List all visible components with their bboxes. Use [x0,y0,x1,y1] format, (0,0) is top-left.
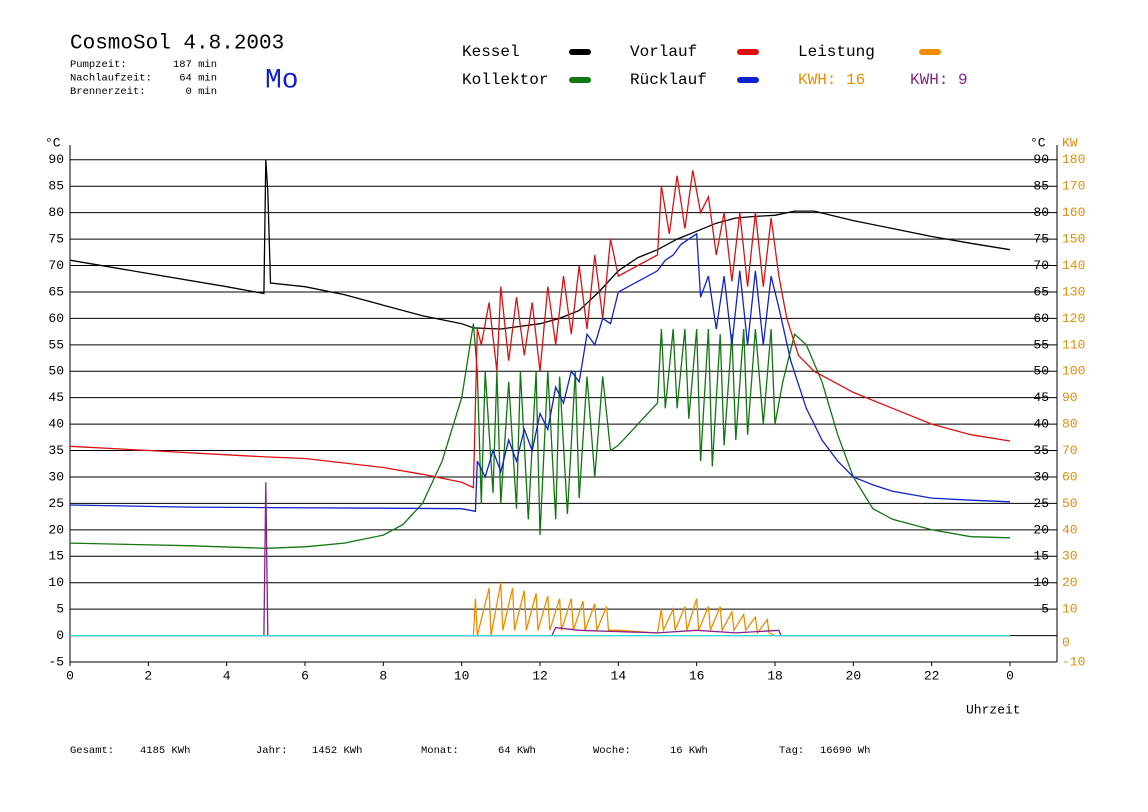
y2-tick-label: 140 [1062,258,1085,273]
series-line [70,582,1010,637]
series-line [69,170,1011,489]
y-tick-label: 35 [48,443,64,458]
footer-label: Gesamt: [70,745,114,757]
y2-tick-label: 30 [1062,549,1078,564]
x-axis-label: Uhrzeit [966,702,1021,717]
legend-label: Kollektor [462,71,548,89]
y2-tick-label: 10 [1062,602,1078,617]
x-tick-label: 0 [66,668,74,683]
y2-tick-label: 20 [1062,575,1078,590]
footer-value: 4185 KWh [140,745,190,757]
stat-label: Nachlaufzeit: [70,72,152,84]
y2-tick-label: 110 [1062,337,1085,352]
chart-title: CosmoSol 4.8.2003 [70,33,284,56]
y2-tick-label: 130 [1062,284,1085,299]
stat-label: Brennerzeit: [70,86,146,98]
stat-value: 64 min [179,72,217,84]
y-tick-label: 10 [48,575,64,590]
x-tick-label: 18 [767,668,783,683]
y-tick-label: 65 [48,284,64,299]
y-tick-label: 30 [48,469,64,484]
legend-label: Vorlauf [630,43,697,61]
y-tick-label: 70 [48,258,64,273]
x-tick-label: 22 [924,668,940,683]
y-axis-label-right: °C [1030,135,1046,150]
footer-value: 1452 KWh [312,745,362,757]
legend-label: Rücklauf [630,71,707,89]
footer-value: 16 KWh [670,745,708,757]
y-tick-label: -5 [48,654,64,669]
weekday: Mo [265,65,299,96]
x-tick-label: 6 [301,668,309,683]
x-tick-label: 2 [144,668,152,683]
x-tick-label: 12 [532,668,548,683]
y-tick-label: 5 [56,602,64,617]
y2-axis-label: KW [1062,135,1078,150]
y2-tick-label: -10 [1062,654,1085,669]
y2-tick-label: 0 [1062,635,1070,650]
y2-tick-label: 170 [1062,179,1085,194]
y-tick-label: 0 [56,628,64,643]
y2-tick-label: 60 [1062,469,1078,484]
x-tick-label: 10 [454,668,470,683]
y2-tick-label: 50 [1062,496,1078,511]
y-tick-label: 90 [48,152,64,167]
footer-label: Jahr: [256,745,288,757]
y2-tick-label: 120 [1062,311,1085,326]
y2-tick-label: 70 [1062,443,1078,458]
y2-tick-label: 40 [1062,522,1078,537]
kwh-label: KWH: 16 [798,71,865,89]
y2-tick-label: 90 [1062,390,1078,405]
stat-value: 187 min [173,59,217,71]
legend-label: Leistung [798,43,875,61]
y-tick-label: 45 [48,390,64,405]
stat-value: 0 min [185,86,217,98]
y-tick-label: 15 [48,549,64,564]
y2-tick-label: 80 [1062,417,1078,432]
series-line [69,323,1011,549]
x-tick-label: 14 [611,668,627,683]
y-tick-label: 85 [48,179,64,194]
y2-tick-label: 160 [1062,205,1085,220]
y-tick-label: 80 [48,205,64,220]
stat-label: Pumpzeit: [70,59,127,71]
y-tick-label: 20 [48,522,64,537]
y2-tick-label: 180 [1062,152,1085,167]
series-line [69,232,1011,513]
x-tick-label: 20 [846,668,862,683]
footer-label: Woche: [593,745,631,757]
kwh-label: KWH: 9 [910,71,968,89]
y-axis-label: °C [45,135,61,150]
x-tick-label: 16 [689,668,705,683]
footer-value: 64 KWh [498,745,536,757]
series-line [69,159,1011,330]
series-line [70,482,1010,637]
y2-tick-label: 150 [1062,232,1085,247]
y-tick-label: 25 [48,496,64,511]
legend-label: Kessel [462,43,520,61]
y-tick-label: 60 [48,311,64,326]
footer-label: Tag: [779,745,804,757]
y-tick-label: 75 [48,232,64,247]
x-tick-label: 4 [223,668,231,683]
y-tick-label: 50 [48,364,64,379]
x-tick-label: 0 [1006,668,1014,683]
footer-value: 16690 Wh [820,745,870,757]
y-tick-label: 55 [48,337,64,352]
footer-label: Monat: [421,745,459,757]
y-tick-label: 40 [48,417,64,432]
x-tick-label: 8 [379,668,387,683]
y2-tick-label: 100 [1062,364,1085,379]
